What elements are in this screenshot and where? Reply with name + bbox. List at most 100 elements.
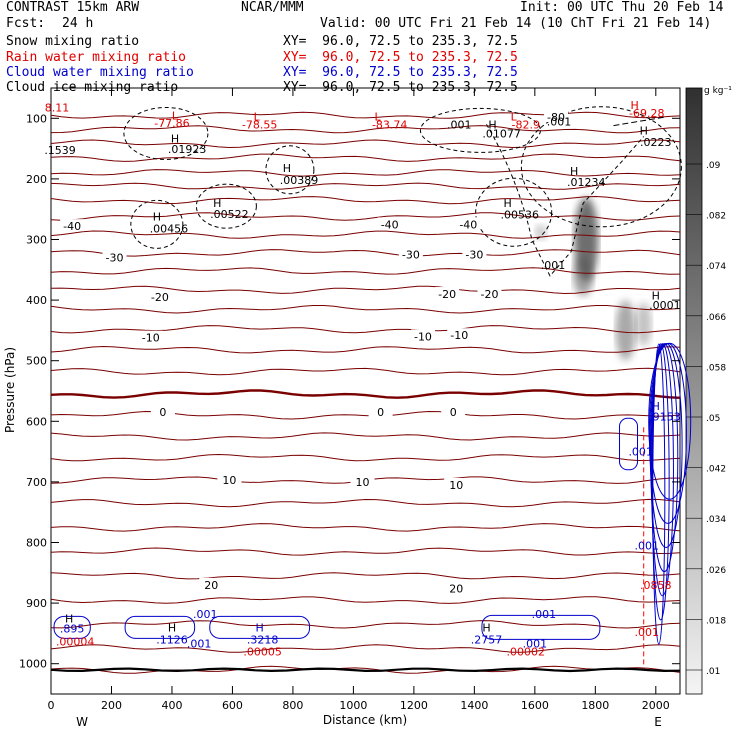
contour-annotation: 8.11 [45, 101, 70, 114]
isotherm-label-bg [217, 473, 242, 486]
field-rain-label: Rain water mixing ratio [6, 50, 187, 65]
isotherm-line [50, 498, 681, 508]
isotherm-label-bg [398, 247, 423, 260]
isotherm-label: -80 [547, 111, 565, 124]
contour-annotation: L [511, 110, 518, 123]
contour-annotation: .001 [628, 446, 653, 459]
cloud-ice-contour [475, 177, 553, 247]
isotherm-label-bg [435, 287, 460, 300]
cloud-water-contour [652, 343, 666, 645]
contour-annotation: .001 [523, 638, 548, 651]
field-snow-xy: XY= 96.0, 72.5 to 235.3, 72.5 [283, 34, 518, 49]
isotherm-label-bg [444, 477, 469, 490]
colorbar [685, 87, 703, 695]
colorbar-label: .082 [706, 212, 726, 222]
isotherm-line [50, 389, 681, 399]
cloud-ice-contour [419, 107, 541, 153]
isotherm-line [50, 195, 681, 205]
y-tick-label: 300 [26, 234, 47, 247]
contour-annotation: .0223 [640, 136, 672, 149]
isotherm-label-bg [147, 290, 172, 303]
contour-annotation: .2757 [471, 633, 503, 646]
isotherm-line [50, 410, 681, 420]
x-tick-label: 1400 [460, 699, 488, 712]
x-tick-label: 1000 [339, 699, 367, 712]
isotherm-line [50, 182, 681, 190]
isotherm-line [50, 620, 681, 629]
contour-annotation: -77.86 [154, 117, 189, 130]
isotherm-label-bg [60, 219, 85, 232]
forecast-label: Fcst: [6, 16, 46, 31]
y-tick-label: 100 [26, 112, 47, 125]
contour-annotation: H [153, 210, 161, 223]
chart-title: CONTRAST 15km ARW [6, 0, 140, 15]
isotherm-line [50, 249, 681, 257]
isotherm-label-bg [377, 217, 402, 230]
x-tick-label: 600 [222, 699, 243, 712]
isotherm-label-bg [462, 247, 487, 260]
snow-shading [615, 300, 636, 361]
colorbar-unit: g kg⁻¹ [704, 86, 732, 96]
contour-annotation: .00536 [500, 209, 539, 222]
isotherm-label: 0 [159, 406, 166, 419]
isotherm-line [50, 547, 681, 556]
field-snow-label: Snow mixing ratio [6, 34, 140, 49]
init-time: Init: 00 UTC Thu 20 Feb 14 [520, 0, 724, 15]
isotherm-label-bg [138, 330, 163, 343]
isotherm-label: -30 [465, 249, 483, 262]
contour-annotation: H [65, 612, 73, 625]
isotherm-line [50, 125, 681, 134]
contour-annotation: .00005 [243, 646, 282, 659]
cloud-water-contour [650, 343, 674, 597]
x-tick-label: 1600 [521, 699, 549, 712]
contour-annotation: .001 [547, 115, 572, 128]
isotherm-label-bg [456, 217, 481, 230]
isotherm-label: -20 [438, 288, 456, 301]
colorbar-label: .09 [706, 161, 721, 171]
y-tick-label: 200 [26, 173, 47, 186]
contour-annotation: -78.55 [242, 118, 277, 131]
isotherm-label-bg [350, 474, 375, 487]
isotherm-label: -10 [450, 329, 468, 342]
isotherm-line [50, 325, 681, 334]
contour-annotation: H [503, 197, 511, 210]
isotherm-label-bg [441, 405, 466, 418]
isotherm-line [50, 644, 681, 653]
contour-annotation: H [213, 197, 221, 210]
contour-annotation: L [254, 110, 261, 123]
isotherm-label: -40 [381, 218, 399, 231]
isotherm-line [50, 453, 681, 462]
cloud-water-contour [124, 615, 196, 639]
isotherm-line [50, 153, 681, 162]
contour-annotation: H [283, 162, 291, 175]
cloud-water-contour [648, 342, 692, 500]
y-tick-label: 800 [26, 537, 47, 550]
isotherm-label: -20 [481, 288, 499, 301]
snow-shading [573, 255, 594, 296]
isotherm-label: -40 [459, 218, 477, 231]
contour-annotation: .9153 [649, 410, 681, 423]
y-tick-label: 500 [26, 355, 47, 368]
cloud-water-contour [209, 615, 311, 639]
colorbar-label: .01 [706, 667, 720, 677]
contour-annotation: .895 [60, 623, 85, 636]
field-rain-xy: XY= 96.0, 72.5 to 235.3, 72.5 [283, 50, 518, 65]
isotherm-label: -40 [63, 220, 81, 233]
contour-annotation: .0001 [649, 299, 681, 312]
contour-annotation: .3218 [247, 633, 279, 646]
x-tick-label: 400 [161, 699, 182, 712]
contour-annotation: .00456 [150, 223, 189, 236]
isotherm-line [50, 139, 681, 149]
isotherm-label: 10 [222, 474, 236, 487]
contour-annotation: H [256, 621, 264, 634]
isotherm-line [50, 572, 681, 580]
x-tick-label: 800 [282, 699, 303, 712]
colorbar-label: .042 [706, 465, 726, 475]
colorbar-label: .066 [706, 313, 726, 323]
contour-annotation: .1539 [44, 144, 76, 157]
forecast-value: 24 h [62, 16, 94, 31]
isotherm-line [50, 169, 681, 177]
snow-shading [635, 302, 652, 347]
contour-annotation: H [652, 400, 660, 413]
contour-annotation: H [570, 165, 578, 178]
